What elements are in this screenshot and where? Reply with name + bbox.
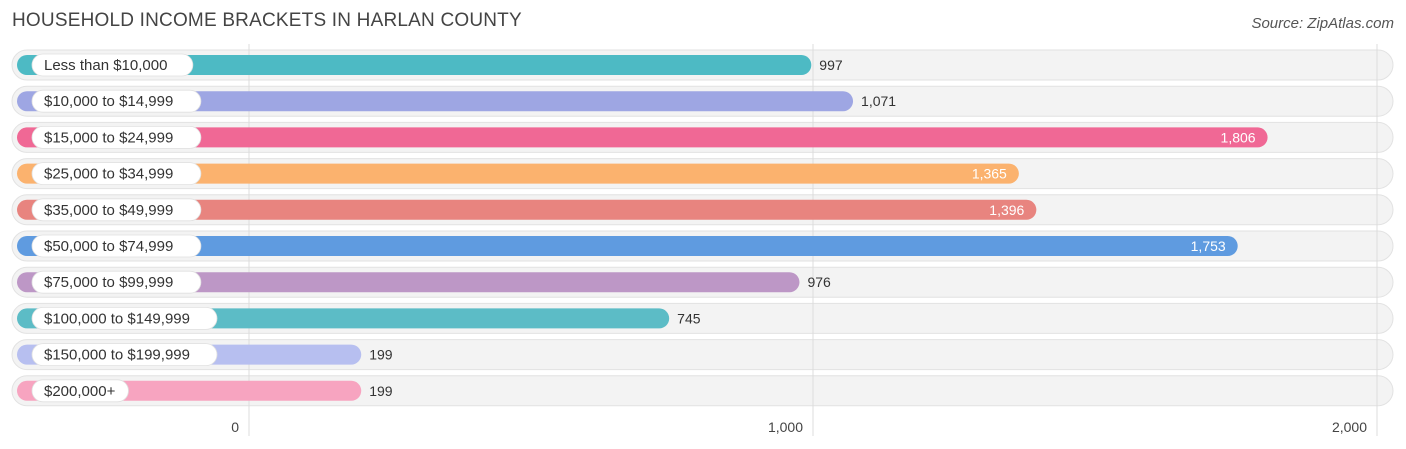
- category-label: $100,000 to $149,999: [44, 310, 190, 327]
- value-label: 199: [369, 347, 393, 363]
- category-label: $50,000 to $74,999: [44, 238, 173, 255]
- bar: [17, 236, 1238, 256]
- value-label: 976: [807, 274, 831, 290]
- category-label: $200,000+: [44, 383, 116, 400]
- bar: [17, 55, 812, 75]
- category-label-pill: [31, 306, 218, 330]
- category-label: $35,000 to $49,999: [44, 202, 173, 219]
- category-label-pill: [31, 126, 202, 149]
- chart-title: HOUSEHOLD INCOME BRACKETS IN HARLAN COUN…: [12, 10, 522, 31]
- bar: [17, 127, 1268, 148]
- value-label: 1,365: [972, 166, 1007, 182]
- value-label: 1,071: [861, 93, 896, 109]
- category-label: $10,000 to $14,999: [44, 93, 173, 110]
- x-tick-label: 0: [231, 419, 239, 435]
- category-label-pill: [31, 198, 202, 222]
- value-label: 199: [369, 383, 393, 399]
- category-label-pill: [31, 53, 194, 77]
- category-label-pill: [31, 162, 202, 186]
- x-tick-label: 2,000: [1332, 419, 1367, 435]
- value-label: 1,753: [1191, 238, 1226, 254]
- category-label-pill: [31, 234, 202, 258]
- category-label-pill: [31, 89, 202, 113]
- x-tick-label: 1,000: [768, 419, 803, 435]
- bar: [17, 199, 1037, 220]
- value-label: 1,396: [989, 202, 1024, 218]
- category-label: $75,000 to $99,999: [44, 274, 173, 291]
- bar: [17, 91, 854, 112]
- category-label: Less than $10,000: [44, 57, 167, 74]
- value-label: 745: [677, 310, 701, 326]
- category-label-pill: [31, 270, 202, 294]
- category-label-pill: [31, 343, 218, 367]
- bar: [17, 272, 800, 293]
- value-label: 1,806: [1221, 129, 1256, 145]
- category-label: $150,000 to $199,999: [44, 347, 190, 364]
- value-label: 997: [819, 57, 843, 73]
- category-label: $25,000 to $34,999: [44, 166, 173, 183]
- category-label-pill: [31, 379, 129, 403]
- bar: [17, 163, 1019, 184]
- category-label: $15,000 to $24,999: [44, 129, 173, 146]
- chart-source: Source: ZipAtlas.com: [1251, 15, 1394, 32]
